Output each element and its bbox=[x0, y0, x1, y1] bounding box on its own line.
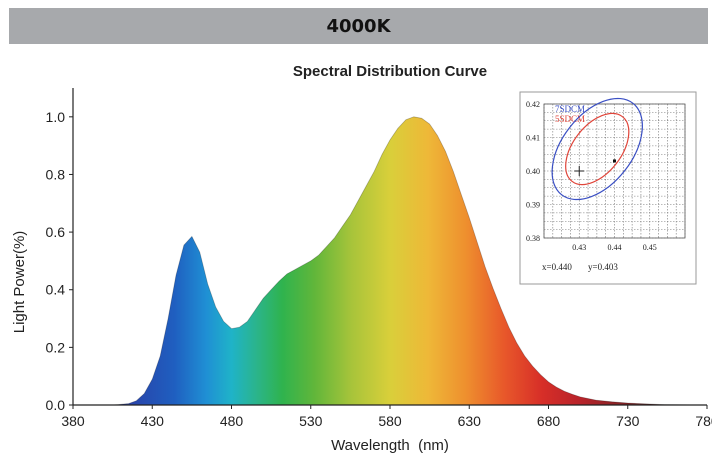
inset-y-tick-label: 0.40 bbox=[526, 167, 540, 176]
x-tick-label: 480 bbox=[220, 413, 244, 429]
y-tick-label: 1.0 bbox=[46, 109, 66, 125]
legend-7sdcm: 7SDCM bbox=[555, 104, 585, 114]
inset-x-tick-label: 0.44 bbox=[608, 243, 622, 252]
x-tick-label: 680 bbox=[537, 413, 561, 429]
x-tick-label: 380 bbox=[61, 413, 85, 429]
y-tick-label: 0.6 bbox=[46, 224, 66, 240]
y-tick-label: 0.2 bbox=[46, 339, 66, 355]
inset-y-tick-label: 0.42 bbox=[526, 100, 540, 109]
inset-x-tick-label: 0.45 bbox=[643, 243, 657, 252]
ellipse-7sdcm bbox=[551, 97, 643, 201]
legend-5sdcm: 5SDCM bbox=[555, 114, 585, 124]
spectral-chart: Spectral Distribution Curve 380 430 480 530… bbox=[11, 63, 712, 454]
title-banner: 4000K bbox=[9, 8, 708, 44]
y-tick-label: 0.8 bbox=[46, 166, 66, 182]
measured-point bbox=[613, 159, 616, 163]
x-tick-label: 730 bbox=[616, 413, 640, 429]
inset-ellipses bbox=[551, 97, 643, 201]
x-tick-label: 530 bbox=[299, 413, 323, 429]
ellipse-5sdcm bbox=[565, 112, 630, 186]
banner-title: 4000K bbox=[326, 15, 391, 37]
chromaticity-inset: 0.43 0.44 0.45 0.42 0.41 0.40 0.39 0.38 7SDCM 5… bbox=[519, 91, 697, 285]
inset-ticks: 0.43 0.44 0.45 0.42 0.41 0.40 0.39 0.38 bbox=[526, 100, 657, 252]
inset-x-tick-label: 0.43 bbox=[572, 243, 586, 252]
x-tick-label: 430 bbox=[141, 413, 165, 429]
inset-y-tick-label: 0.41 bbox=[526, 134, 540, 143]
spectrum-line bbox=[73, 116, 708, 406]
x-tick-label: 780 bbox=[695, 413, 712, 429]
plot-area: 380 430 480 530 580 630 680 730 780 0.0 0.2 0.4 0.6 0… bbox=[46, 88, 712, 429]
x-tick-label: 630 bbox=[458, 413, 482, 429]
spectrum-area bbox=[73, 116, 707, 406]
readout-x: x=0.440 bbox=[542, 262, 572, 272]
inset-grid bbox=[543, 103, 686, 239]
inset-y-tick-label: 0.39 bbox=[526, 201, 540, 210]
x-tick-label: 580 bbox=[378, 413, 402, 429]
readout-y: y=0.403 bbox=[588, 262, 618, 272]
y-axis-label: Light Power(%) bbox=[11, 231, 28, 334]
chart-title: Spectral Distribution Curve bbox=[293, 63, 487, 80]
inset-plot-border bbox=[543, 103, 686, 239]
y-tick-label: 0.4 bbox=[46, 282, 66, 298]
x-axis-label: Wavelength (nm) bbox=[331, 437, 449, 454]
y-tick-label: 0.0 bbox=[46, 397, 66, 413]
inset-y-tick-label: 0.38 bbox=[526, 234, 540, 243]
